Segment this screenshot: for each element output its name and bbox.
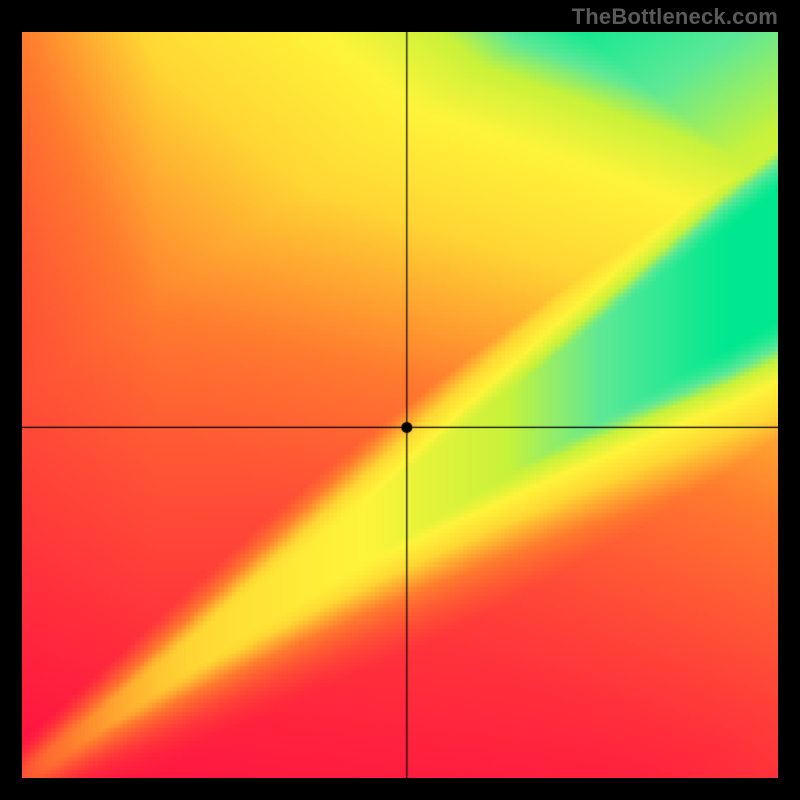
heatmap-plot: [22, 32, 778, 778]
outer-frame: TheBottleneck.com: [0, 0, 800, 800]
heatmap-canvas: [22, 32, 778, 778]
watermark-text: TheBottleneck.com: [572, 4, 778, 30]
